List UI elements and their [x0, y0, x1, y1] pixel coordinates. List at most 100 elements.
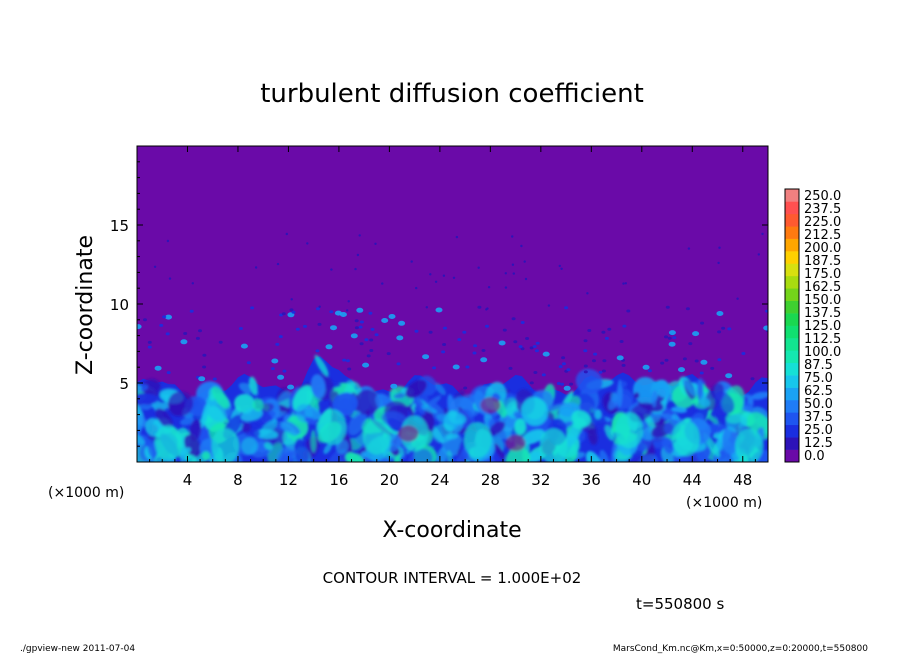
- eddy: [504, 272, 507, 275]
- colorbar-swatch: [785, 449, 799, 463]
- eddy: [462, 330, 467, 334]
- turbulence-blob: [408, 448, 433, 462]
- colorbar-label: 237.5: [804, 202, 841, 217]
- eddy: [212, 377, 217, 381]
- turbulence-blob: [348, 409, 367, 436]
- eddy: [619, 340, 624, 343]
- eddy: [359, 320, 364, 324]
- eddy: [330, 325, 337, 331]
- eddy: [560, 382, 565, 386]
- turbulence-blob: [240, 408, 263, 422]
- x-axis-unit-left: (×1000 m): [48, 485, 124, 501]
- plume: [154, 425, 183, 462]
- eddy: [191, 282, 194, 285]
- eddy: [561, 362, 566, 366]
- eddy: [381, 318, 389, 323]
- eddy: [523, 260, 526, 263]
- turbulence-blob: [608, 394, 620, 411]
- turbulence-blob: [345, 452, 365, 462]
- eddy: [569, 382, 574, 386]
- eddy: [668, 341, 676, 347]
- turbulence-blob: [259, 419, 279, 437]
- plume: [318, 409, 347, 446]
- eddy: [165, 314, 172, 320]
- eddy: [441, 350, 446, 354]
- eddy: [642, 364, 650, 370]
- x-tick-label: 24: [430, 471, 449, 489]
- eddy: [366, 354, 371, 358]
- eddy: [270, 367, 275, 371]
- eddy: [513, 340, 518, 344]
- eddy: [541, 373, 546, 377]
- eddy: [765, 309, 768, 313]
- eddy: [147, 340, 152, 344]
- plot-area: [136, 145, 769, 463]
- turbulence-blob: [637, 454, 658, 462]
- colorbar-label: 162.5: [804, 280, 841, 295]
- turbulence-blob: [155, 408, 173, 429]
- turbulence-blob: [575, 368, 603, 395]
- x-tick-label: 28: [481, 471, 500, 489]
- turbulence-blob: [671, 406, 688, 413]
- eddy: [534, 349, 539, 353]
- eddy: [525, 337, 530, 340]
- turbulence-blob: [633, 392, 640, 399]
- eddy: [275, 342, 280, 346]
- eddy: [583, 339, 588, 343]
- turbulence-blob: [211, 386, 230, 409]
- x-axis: 4 8 12 16 20 24 28 32 36 40 44 48: [149, 146, 756, 489]
- eddy: [362, 362, 370, 368]
- eddy: [369, 338, 374, 342]
- plume: [615, 412, 644, 449]
- eddy: [396, 335, 404, 341]
- turbulence-blob: [137, 434, 145, 446]
- colorbar-label: 137.5: [804, 306, 841, 321]
- turbulence-blob: [714, 391, 735, 414]
- y-tick-label: 10: [110, 296, 129, 314]
- turbulence-blob: [294, 438, 309, 462]
- eddy: [455, 235, 459, 239]
- colorbar-swatch: [785, 300, 799, 314]
- turbulence-blob: [201, 451, 211, 461]
- colorbar-swatch: [785, 375, 799, 388]
- eddy: [547, 304, 551, 307]
- turbulence-blob: [493, 443, 506, 460]
- colorbar-label: 100.0: [804, 345, 841, 360]
- eddy: [159, 323, 164, 327]
- eddy: [718, 246, 721, 249]
- eddy: [318, 305, 321, 308]
- eddy: [166, 239, 170, 243]
- plume: [671, 420, 700, 457]
- eddy: [561, 356, 566, 360]
- turbulence-blob: [241, 422, 252, 433]
- colorbar-swatch: [785, 251, 799, 264]
- eddy: [342, 358, 347, 362]
- colorbar-swatch: [785, 201, 799, 215]
- eddy: [398, 320, 406, 326]
- eddy: [604, 336, 609, 340]
- colorbar: 0.012.525.037.550.062.575.087.5100.0112.…: [784, 188, 841, 464]
- turbulence-blob: [360, 451, 368, 458]
- footer-right: MarsCond_Km.nc@Km,x=0:50000,z=0:20000,t=…: [613, 644, 868, 654]
- eddy: [622, 324, 627, 328]
- eddy: [710, 366, 715, 370]
- turbulence-blob: [434, 382, 446, 396]
- turbulence-blob: [240, 437, 258, 455]
- eddy: [168, 277, 172, 280]
- plume: [362, 418, 391, 455]
- eddy: [369, 349, 374, 352]
- eddy: [583, 364, 588, 368]
- eddy: [147, 345, 152, 349]
- colorbar-swatch: [785, 189, 799, 202]
- eddy: [535, 341, 540, 345]
- eddy: [498, 340, 506, 346]
- eddy: [154, 365, 162, 371]
- turbulence-blob: [332, 392, 359, 416]
- eddy: [422, 354, 430, 360]
- eddy: [306, 242, 309, 245]
- eddy: [727, 327, 732, 331]
- eddy: [583, 349, 588, 353]
- eddy: [699, 371, 704, 375]
- eddy: [198, 329, 202, 333]
- eddy: [593, 352, 598, 356]
